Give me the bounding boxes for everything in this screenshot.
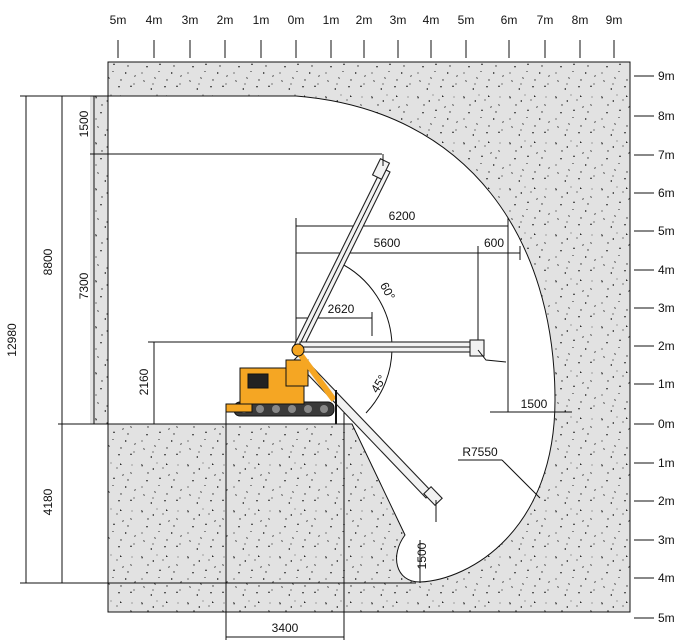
right-scale-label: 2m [658, 339, 675, 353]
top-scale-label: 2m [356, 13, 373, 27]
dim-reach-6200: 6200 [389, 209, 416, 223]
dim-side-1500: 1500 [521, 397, 548, 411]
top-scale-label: 1m [323, 13, 340, 27]
top-scale-label: 9m [606, 13, 623, 27]
dim-track-width: 3400 [272, 621, 299, 635]
dim-height-below: 4180 [41, 488, 55, 515]
top-scale-label: 3m [182, 13, 199, 27]
dim-pivot-height: 2160 [137, 368, 151, 395]
dim-radius: R7550 [462, 445, 498, 459]
right-scale-label: 4m [658, 263, 675, 277]
reach-dimensions: 6200 5600 600 2620 1500 [295, 209, 572, 413]
angle-indicators: 60° 45° [337, 261, 398, 414]
right-scale-label: 6m [658, 186, 675, 200]
top-scale-label: 5m [458, 13, 475, 27]
boom-raised [291, 154, 391, 355]
right-scale-label: 1m [658, 377, 675, 391]
tracked-spider-crane-icon [225, 343, 337, 424]
top-scale-label: 0m [288, 13, 305, 27]
top-scale: 5m 4m 3m 2m 1m 0m 1m 2m 3m 4m 5m 6m 7m 8… [110, 13, 623, 58]
right-scale-label: 1m [658, 456, 675, 470]
top-scale-label: 3m [390, 13, 407, 27]
right-scale-label: 5m [658, 611, 675, 625]
dim-reach-height: 7300 [77, 272, 91, 299]
left-dimensions: 12980 8800 4180 1500 7300 2160 [5, 95, 416, 584]
dim-bottom-1500: 1500 [415, 542, 429, 569]
right-scale-label: 0m [658, 417, 675, 431]
concrete-area [90, 62, 630, 612]
right-scale-label: 5m [658, 224, 675, 238]
right-scale-label: 9m [658, 69, 675, 83]
boom-horizontal [299, 339, 507, 363]
dim-reach-600: 600 [484, 236, 504, 250]
envelope-outline [90, 95, 556, 583]
top-scale-label: 2m [217, 13, 234, 27]
radius-callout: R7550 [458, 445, 541, 499]
top-scale-label: 4m [146, 13, 163, 27]
right-scale-label: 8m [658, 109, 675, 123]
top-scale-label: 1m [253, 13, 270, 27]
right-scale-label: 3m [658, 301, 675, 315]
right-scale-label: 2m [658, 494, 675, 508]
right-scale-label: 4m [658, 571, 675, 585]
dim-height-above: 8800 [41, 248, 55, 275]
right-scale-label: 7m [658, 148, 675, 162]
angle-upper: 60° [377, 280, 398, 303]
dim-reach-5600: 5600 [374, 236, 401, 250]
concrete-border [107, 61, 631, 613]
bottom-dimensions: 1500 3400 [225, 410, 429, 640]
top-scale-label: 8m [572, 13, 589, 27]
dim-total-height: 12980 [5, 323, 19, 357]
right-scale: 9m 8m 7m 6m 5m 4m 3m 2m 1m 0m 1m 2m 3m 4… [634, 69, 675, 625]
top-scale-label: 6m [501, 13, 518, 27]
top-scale-label: 7m [537, 13, 554, 27]
top-scale-label: 4m [423, 13, 440, 27]
top-scale-label: 5m [110, 13, 127, 27]
dim-top-gap: 1500 [77, 110, 91, 137]
dim-reach-2620: 2620 [328, 302, 355, 316]
right-scale-label: 3m [658, 533, 675, 547]
angle-lower: 45° [368, 372, 390, 395]
